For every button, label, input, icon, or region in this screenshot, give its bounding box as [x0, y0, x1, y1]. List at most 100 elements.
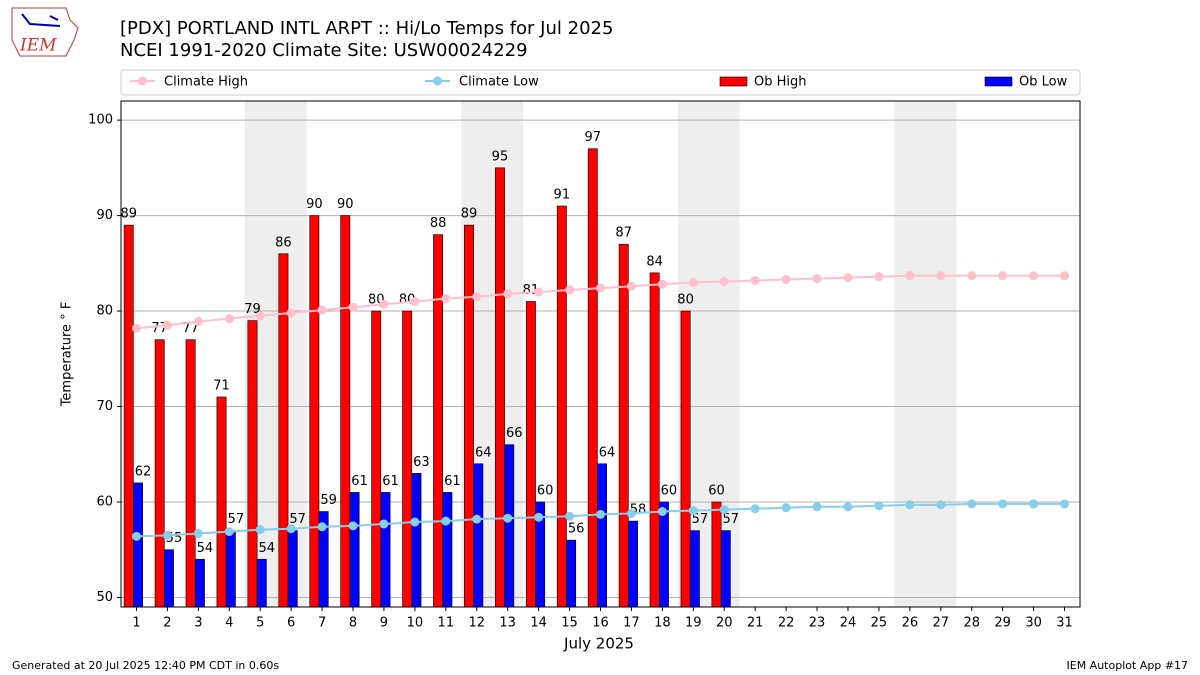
y-tick-label: 60 — [96, 494, 113, 509]
x-tick-label: 7 — [318, 616, 326, 631]
x-tick-label: 1 — [132, 616, 140, 631]
point — [410, 517, 420, 527]
point — [1060, 499, 1070, 509]
point — [750, 275, 760, 285]
point — [162, 320, 172, 330]
data-label: 88 — [430, 216, 447, 231]
data-label: 77 — [182, 321, 199, 336]
data-label: 60 — [537, 483, 554, 498]
data-label: 60 — [661, 483, 678, 498]
x-tick-label: 14 — [530, 616, 547, 631]
point — [286, 308, 296, 318]
data-label: 54 — [258, 541, 275, 556]
point — [905, 500, 915, 510]
x-tick-label: 25 — [871, 616, 888, 631]
logo-text: IEM — [19, 36, 57, 56]
legend-label: Climate High — [164, 75, 248, 90]
data-label: 91 — [554, 188, 571, 203]
legend-swatch — [719, 76, 748, 87]
bar — [340, 215, 351, 608]
y-tick-label: 80 — [96, 304, 113, 319]
bar — [411, 473, 422, 608]
legend-label: Climate Low — [459, 75, 539, 90]
x-tick-label: 9 — [380, 616, 388, 631]
data-label: 62 — [135, 464, 152, 479]
bar — [185, 339, 196, 608]
point — [224, 527, 234, 537]
x-axis-label: July 2025 — [563, 635, 634, 653]
point — [193, 317, 203, 327]
bar — [680, 310, 691, 608]
bar — [123, 224, 134, 608]
bar — [380, 492, 391, 608]
bar — [442, 492, 453, 608]
data-label: 57 — [692, 512, 709, 527]
data-label: 54 — [197, 541, 214, 556]
x-tick-label: 29 — [994, 616, 1011, 631]
point — [255, 525, 265, 535]
data-label: 66 — [506, 426, 523, 441]
x-tick-label: 13 — [499, 616, 516, 631]
data-label: 84 — [646, 254, 663, 269]
legend-box — [120, 69, 1081, 96]
point — [936, 271, 946, 281]
x-tick-label: 23 — [809, 616, 826, 631]
point — [967, 499, 977, 509]
data-label: 86 — [275, 235, 292, 250]
footer-right: IEM Autoplot App #17 — [1067, 659, 1189, 672]
point — [131, 531, 141, 541]
data-label: 90 — [337, 197, 354, 212]
logo: IEM — [11, 7, 79, 57]
point — [503, 513, 513, 523]
data-label: 60 — [708, 483, 725, 498]
data-label: 87 — [615, 226, 632, 241]
point — [472, 292, 482, 302]
legend-marker — [433, 76, 442, 86]
bar — [720, 530, 731, 608]
x-tick-label: 27 — [933, 616, 950, 631]
bar — [278, 253, 289, 608]
plot-frame — [120, 100, 1081, 608]
point — [657, 279, 667, 289]
data-label: 71 — [213, 378, 230, 393]
x-tick-label: 11 — [438, 616, 455, 631]
bar — [194, 558, 205, 608]
chart-title: [PDX] PORTLAND INTL ARPT :: Hi/Lo Temps … — [120, 18, 613, 39]
point — [998, 499, 1008, 509]
data-label: 90 — [306, 197, 323, 212]
bar — [689, 530, 700, 608]
point — [657, 507, 667, 517]
bar — [225, 530, 236, 608]
bar — [628, 520, 638, 608]
x-tick-label: 6 — [287, 616, 295, 631]
data-label: 57 — [289, 512, 306, 527]
point — [472, 514, 482, 524]
bar — [587, 148, 598, 608]
data-label: 89 — [120, 207, 137, 222]
weekend-band — [894, 101, 957, 607]
x-tick-label: 8 — [349, 616, 357, 631]
data-label: 95 — [492, 149, 509, 164]
point — [410, 296, 420, 306]
point — [534, 512, 544, 522]
point — [317, 522, 327, 532]
point — [534, 287, 544, 297]
point — [1029, 271, 1039, 281]
point — [131, 323, 141, 333]
point — [348, 302, 358, 312]
point — [565, 285, 575, 295]
point — [596, 283, 605, 293]
point — [967, 271, 977, 281]
point — [626, 508, 636, 518]
point — [812, 502, 822, 512]
bar — [133, 482, 143, 608]
x-tick-label: 28 — [963, 616, 980, 631]
bar — [649, 272, 660, 608]
bar — [402, 310, 413, 608]
point — [193, 528, 203, 538]
bar — [216, 396, 227, 608]
data-label: 61 — [351, 474, 368, 489]
data-label: 59 — [320, 493, 337, 508]
data-label: 57 — [228, 512, 245, 527]
